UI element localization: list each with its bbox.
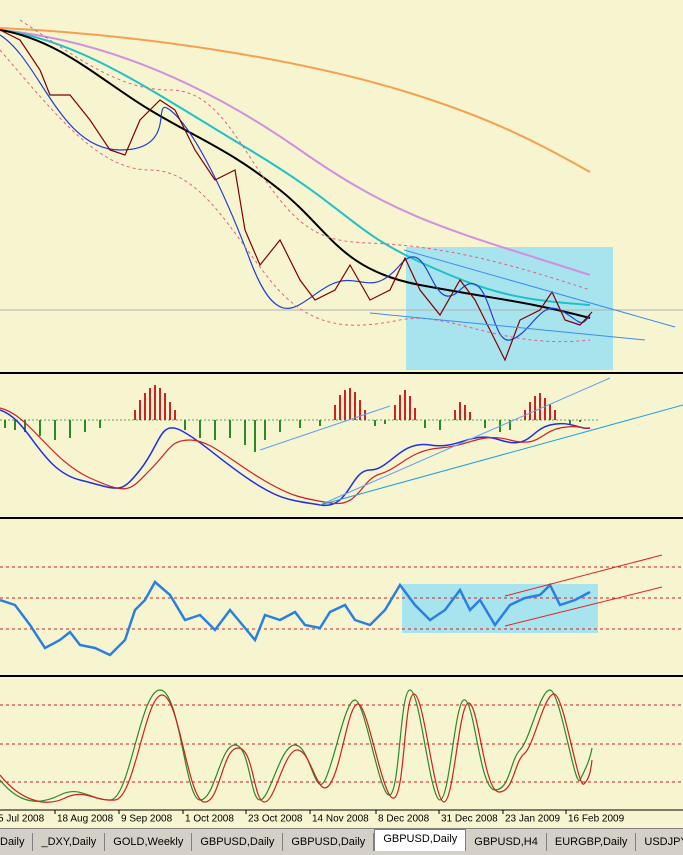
envelope-upper: [19, 19, 591, 291]
x-tick-label: 9 Sep 2008: [121, 814, 173, 825]
trend-line: [369, 312, 646, 341]
x-axis: 5 Jul 2008 18 Aug 2008 9 Sep 2008 1 Oct 200…: [0, 810, 625, 825]
trend-line: [319, 404, 683, 506]
chart-tab[interactable]: GBPUSD,Daily: [374, 829, 467, 851]
x-tick-label: 18 Aug 2008: [57, 814, 114, 825]
tab-bar: Daily _DXY,Daily GOLD,Weekly GBPUSD,Daily GB…: [0, 828, 683, 855]
signal-line: [0, 407, 591, 505]
chart-area: 5 Jul 2008 18 Aug 2008 9 Sep 2008 1 Oct 200…: [0, 19, 683, 825]
x-tick-label: 14 Nov 2008: [312, 814, 369, 825]
x-tick-label: 31 Dec 2008: [441, 814, 498, 825]
x-tick-label: 5 Jul 2008: [0, 814, 45, 825]
envelope-lower: [0, 49, 591, 343]
channel-line: [504, 554, 663, 597]
x-tick-label: 23 Oct 2008: [248, 814, 303, 825]
ma-violet: [0, 29, 591, 276]
candles: [0, 29, 593, 362]
histogram-positive: [134, 385, 556, 420]
trend-line: [319, 377, 611, 506]
x-tick-label: 23 Jan 2009: [505, 814, 560, 825]
chart-tab[interactable]: GBPUSD,H4: [466, 833, 547, 851]
trend-line: [259, 405, 391, 451]
chart-tab[interactable]: GBPUSD,Daily: [192, 833, 284, 851]
x-tick-label: 8 Dec 2008: [378, 814, 430, 825]
ma-teal: [0, 29, 591, 306]
price-line-fast: [0, 34, 591, 341]
stoch-main: [0, 689, 593, 802]
highlight-box: [402, 584, 598, 633]
channel-line: [504, 586, 663, 627]
macd-line: [0, 409, 591, 506]
chart-tab[interactable]: GBPUSD,Daily: [283, 833, 375, 851]
highlight-box: [406, 247, 613, 370]
x-tick-label: 16 Feb 2009: [568, 814, 625, 825]
trend-line: [403, 249, 676, 328]
chart-tab[interactable]: EURGBP,Daily: [547, 833, 637, 851]
chart-tab[interactable]: Daily: [0, 833, 34, 851]
ma-orange: [0, 27, 591, 173]
chart-tab[interactable]: USDJPY,H: [636, 833, 683, 851]
x-tick-label: 1 Oct 2008: [185, 814, 234, 825]
rsi-line: [0, 580, 591, 657]
chart-tab[interactable]: _DXY,Daily: [33, 833, 106, 851]
histogram-negative: [4, 420, 581, 452]
ma-black: [0, 29, 591, 319]
chart-tab[interactable]: GOLD,Weekly: [105, 833, 193, 851]
stoch-signal: [0, 693, 593, 803]
